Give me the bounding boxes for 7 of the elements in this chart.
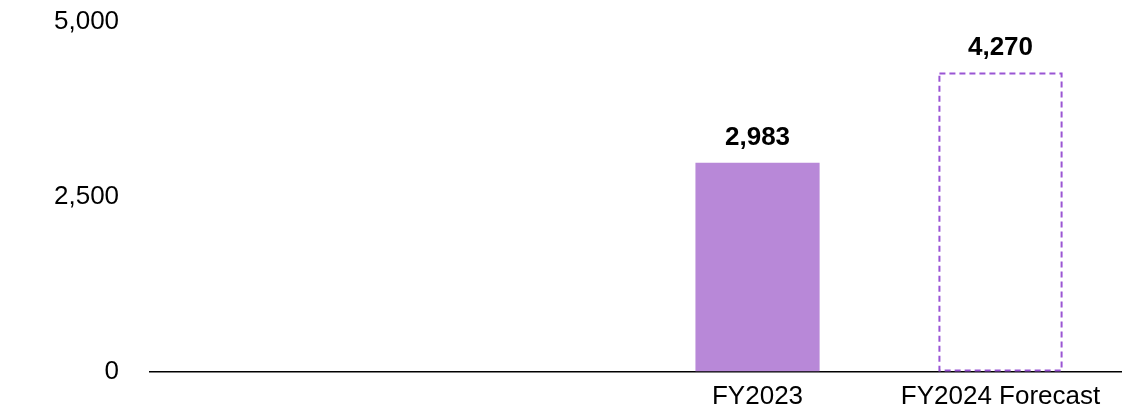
x-tick-label: FY2023 (711, 380, 804, 405)
y-tick-label: 0 (104, 354, 120, 385)
y-tick-label: 5,000 (53, 4, 120, 35)
data-label: 2,983 (724, 120, 791, 151)
y-tick-label: 2,500 (53, 179, 120, 210)
x-tick-label: FY2024 Forecast (900, 380, 1101, 405)
data-label: 4,270 (967, 30, 1034, 61)
